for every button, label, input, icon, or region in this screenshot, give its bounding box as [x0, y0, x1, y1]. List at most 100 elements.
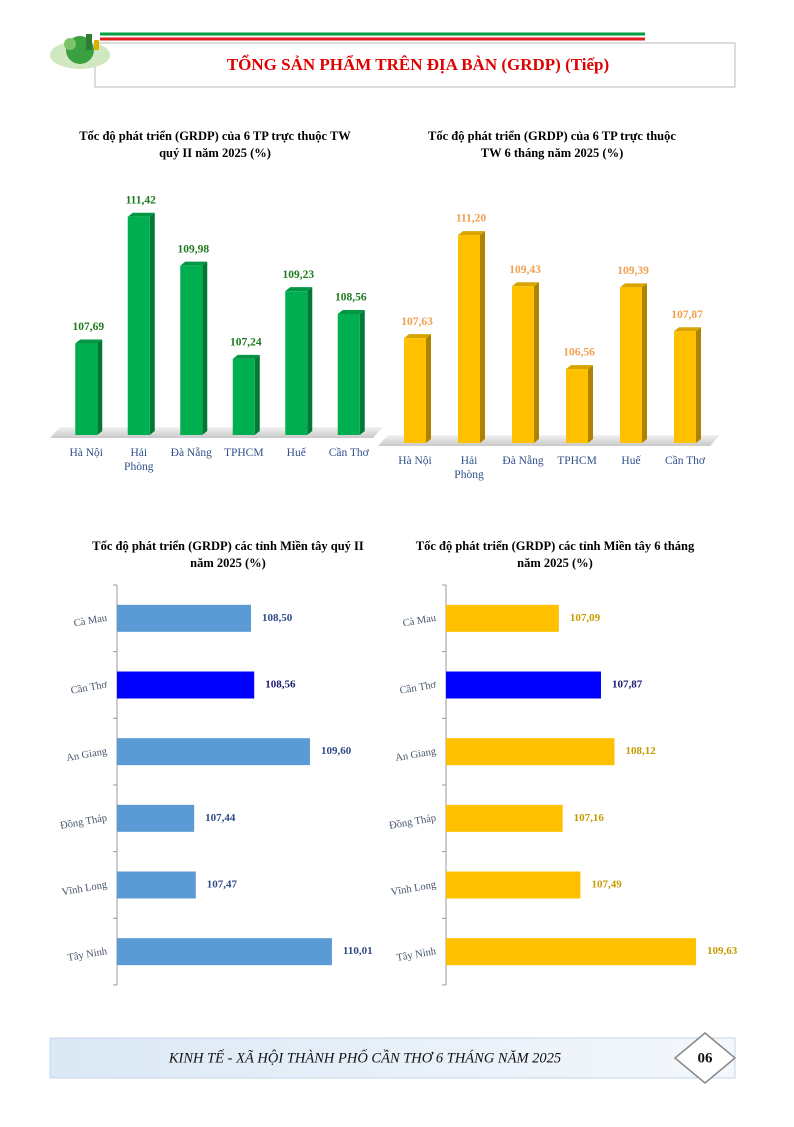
bar: [446, 671, 601, 699]
footer-text: KINH TẾ - XÃ HỘI THÀNH PHỐ CẦN THƠ 6 THÁ…: [168, 1048, 561, 1066]
value-label: 109,63: [707, 945, 738, 957]
value-label: 109,39: [617, 265, 649, 277]
value-label: 109,98: [177, 243, 209, 255]
charts: Tốc độ phát triển (GRDP) của 6 TP trực t…: [50, 129, 738, 986]
y-tick-label: An Giang: [395, 746, 438, 764]
y-tick-label: Vĩnh Long: [390, 879, 438, 898]
bar: [117, 738, 310, 766]
x-tick-label: TPHCM: [223, 447, 264, 459]
y-tick-label: Đồng Tháp: [59, 813, 108, 832]
value-label: 109,43: [509, 264, 541, 276]
x-tick-label-box: Đà Nẵng: [170, 447, 212, 459]
value-label: 109,60: [321, 745, 352, 757]
x-tick-label: Hải Phòng: [454, 455, 484, 481]
x-tick-label: Hà Nội: [398, 455, 432, 467]
chart-title: Tốc độ phát triển (GRDP) của 6 TP trực t…: [428, 129, 676, 160]
value-label: 111,42: [126, 194, 157, 206]
value-label: 110,01: [343, 945, 373, 957]
bar-top: [566, 365, 593, 370]
value-label: 108,12: [625, 745, 656, 757]
bar: [674, 331, 696, 443]
y-tick-label: Tây Ninh: [67, 946, 109, 964]
x-tick-label: Huế: [621, 455, 641, 467]
value-label: 107,44: [205, 812, 236, 824]
chart-title-box: Tốc độ phát triển (GRDP) của 6 TP trực t…: [428, 129, 676, 160]
bar: [180, 265, 203, 435]
value-label: 108,56: [265, 679, 296, 691]
bar: [458, 235, 480, 443]
x-tick-label-box: TPHCM: [557, 455, 597, 467]
bar: [620, 287, 642, 443]
y-tick-label: Cần Thơ: [70, 679, 108, 696]
bar-top: [232, 354, 260, 359]
bar: [446, 938, 697, 966]
bar: [117, 804, 195, 832]
value-label: 107,87: [671, 309, 703, 321]
bar-side: [696, 327, 701, 443]
y-tick-label: Cần Thơ: [399, 679, 437, 696]
bar-side: [480, 231, 485, 443]
value-label: 106,56: [563, 347, 595, 359]
page-badge: [673, 1032, 737, 1084]
value-label: 108,56: [335, 292, 367, 304]
logo: [50, 34, 110, 69]
footer: KINH TẾ - XÃ HỘI THÀNH PHỐ CẦN THƠ 6 THÁ…: [49, 1032, 737, 1084]
x-tick-label-box: Hải Phòng: [124, 447, 153, 473]
bar: [566, 369, 588, 443]
bar-top: [75, 339, 103, 344]
chart-title: Tốc độ phát triển (GRDP) các tỉnh Miền t…: [92, 539, 364, 570]
value-label: 108,50: [262, 612, 293, 624]
bar: [117, 871, 196, 899]
y-tick-label: Đồng Tháp: [388, 813, 437, 832]
bar: [117, 671, 255, 699]
x-tick-label-box: Huế: [286, 447, 306, 459]
bar-side: [426, 334, 431, 443]
value-label: 107,47: [207, 879, 238, 891]
bar-side: [254, 354, 260, 435]
bar: [446, 871, 581, 899]
bar-side: [534, 282, 539, 443]
x-tick-label-box: Hà Nội: [69, 447, 104, 459]
bar: [446, 738, 615, 766]
x-tick-label: Huế: [286, 447, 306, 459]
y-tick-label: Tây Ninh: [396, 946, 438, 964]
x-tick-label-box: Hải Phòng: [454, 455, 484, 481]
bar-top: [404, 334, 431, 339]
value-label: 111,20: [456, 213, 487, 225]
value-label: 109,23: [282, 269, 314, 281]
bar-side: [202, 261, 208, 435]
x-tick-label: Đà Nẵng: [502, 455, 544, 467]
header: TỔNG SẢN PHẨM TRÊN ĐỊA BÀN (GRDP) (Tiếp): [50, 32, 736, 88]
footer-box: [49, 1037, 736, 1079]
bar-side: [97, 339, 103, 435]
bar: [285, 291, 308, 435]
chart-title: Tốc độ phát triển (GRDP) của 6 TP trực t…: [79, 129, 351, 160]
value-label: 107,69: [72, 321, 104, 333]
bar-side: [642, 283, 647, 443]
bar-top: [458, 231, 485, 236]
chart-title: Tốc độ phát triển (GRDP) các tỉnh Miền t…: [415, 539, 695, 570]
x-tick-label: TPHCM: [557, 455, 597, 467]
bar-side: [307, 287, 313, 435]
bar-top: [620, 283, 647, 288]
y-tick-label: Cà Mau: [73, 613, 109, 630]
x-tick-label-box: Cần Thơ: [665, 455, 705, 467]
value-label: 107,63: [401, 316, 433, 328]
chart-title-box: Tốc độ phát triển (GRDP) các tỉnh Miền t…: [415, 539, 695, 570]
bar-top: [337, 309, 365, 314]
value-label: 107,16: [574, 812, 605, 824]
y-tick-label: Vĩnh Long: [61, 879, 109, 898]
bar: [127, 216, 150, 435]
x-tick-label: Hà Nội: [69, 447, 104, 459]
x-tick-label-box: Cần Thơ: [328, 447, 369, 459]
x-tick-label-box: Huế: [621, 455, 641, 467]
bar: [337, 313, 360, 435]
x-tick-label: Đà Nẵng: [170, 447, 212, 459]
bar: [446, 604, 559, 632]
x-tick-label-box: Hà Nội: [398, 455, 432, 467]
bar-top: [285, 287, 313, 292]
x-tick-label: Cần Thơ: [328, 447, 369, 459]
x-tick-label-box: TPHCM: [223, 447, 264, 459]
y-tick-label: An Giang: [66, 746, 109, 764]
